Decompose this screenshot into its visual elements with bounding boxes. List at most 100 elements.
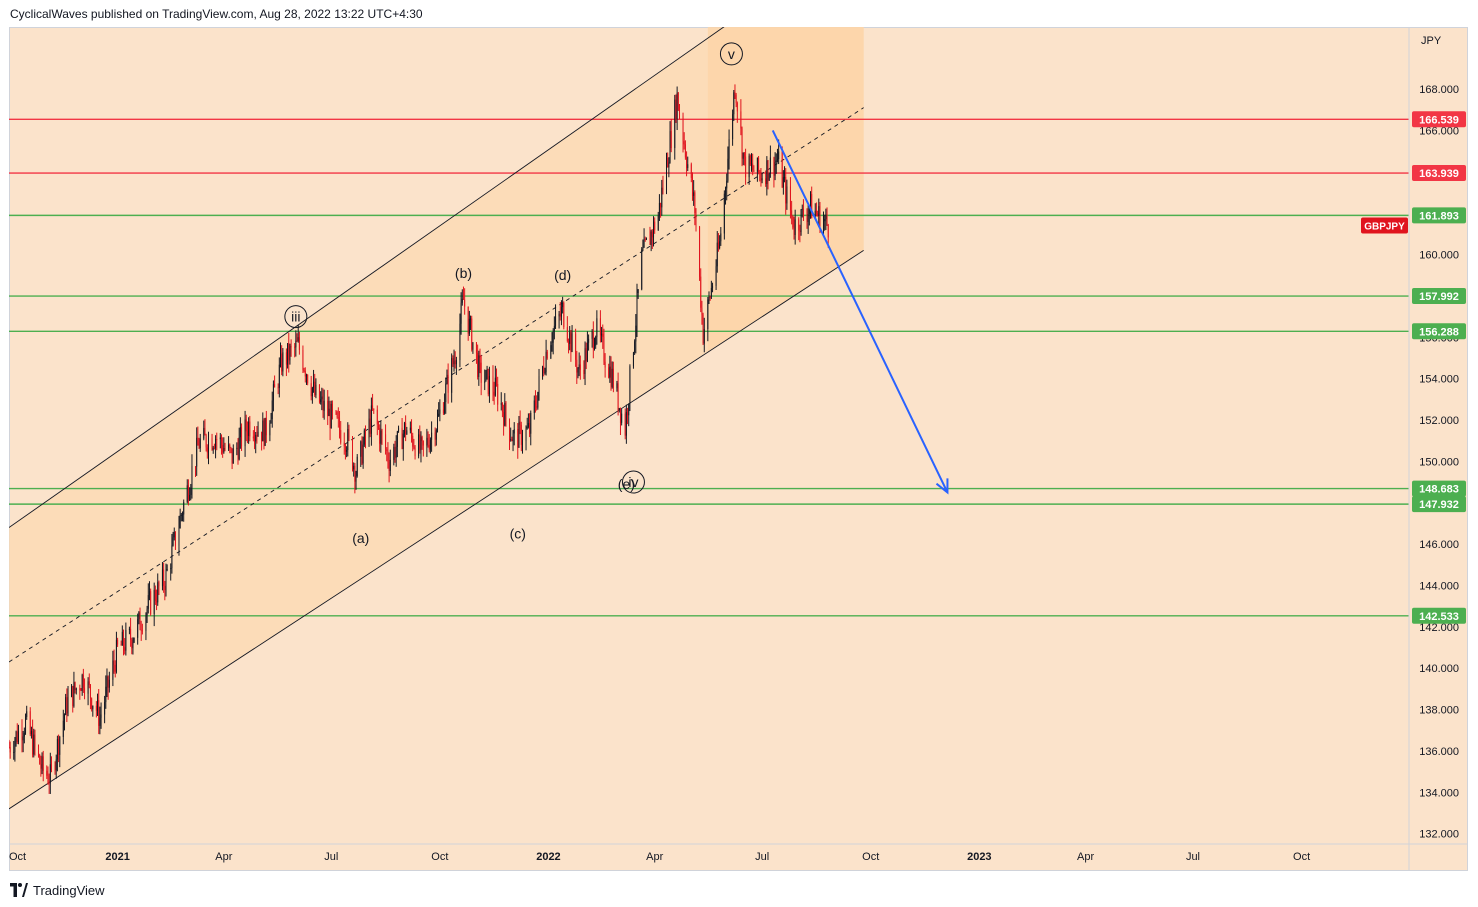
- candle-body: [16, 731, 18, 743]
- candle-body: [288, 343, 290, 361]
- candle-body: [477, 352, 479, 377]
- candle-body: [559, 313, 561, 317]
- candle-body: [186, 485, 188, 503]
- candle-body: [429, 439, 431, 450]
- candle-body: [542, 366, 544, 377]
- candle-body: [199, 438, 201, 449]
- candle-body: [230, 447, 232, 449]
- candle-body: [42, 756, 44, 771]
- candle-body: [810, 194, 812, 209]
- candle-body: [635, 325, 637, 342]
- candle-body: [311, 387, 313, 397]
- candle-body: [759, 171, 761, 174]
- candle-body: [660, 202, 662, 208]
- candle-body: [100, 714, 102, 718]
- candle-body: [48, 783, 50, 785]
- candle-body: [297, 337, 299, 342]
- candle-body: [280, 353, 282, 365]
- candle-body: [344, 446, 346, 452]
- candle-body: [436, 415, 438, 431]
- candle-body: [352, 437, 354, 470]
- candle-body: [80, 690, 82, 692]
- candle-body: [827, 224, 829, 238]
- candle-body: [530, 412, 532, 434]
- candle-body: [398, 427, 400, 432]
- candle-body: [265, 417, 267, 436]
- candle-body: [486, 368, 488, 371]
- candle-body: [553, 325, 555, 331]
- candle-body: [583, 369, 585, 375]
- candle-body: [140, 629, 142, 631]
- candle-body: [786, 186, 788, 204]
- candle-body: [261, 431, 263, 442]
- candle-body: [274, 384, 276, 388]
- candle-body: [107, 676, 109, 688]
- candle-body: [120, 644, 122, 646]
- candle-body: [420, 437, 422, 451]
- price-level-badge: [1412, 323, 1466, 340]
- candle-body: [717, 242, 719, 248]
- candle-body: [174, 531, 176, 546]
- candle-body: [262, 420, 264, 442]
- candle-body: [14, 740, 16, 752]
- candle-body: [315, 384, 317, 396]
- candle-body: [798, 219, 800, 231]
- candle-body: [794, 219, 796, 235]
- candle-body: [426, 437, 428, 446]
- footer-branding: TradingView: [10, 880, 105, 900]
- candle-body: [414, 447, 416, 457]
- candle-body: [734, 92, 736, 95]
- candle-body: [339, 417, 341, 431]
- candle-body: [596, 318, 598, 338]
- candle-body: [21, 730, 23, 741]
- candle-body: [393, 446, 395, 460]
- candle-body: [255, 434, 257, 442]
- candle-body: [687, 164, 689, 169]
- candle-body: [304, 370, 306, 377]
- candle-body: [568, 341, 570, 344]
- publisher-header: CyclicalWaves published on TradingView.c…: [10, 7, 423, 21]
- candle-body: [222, 444, 224, 453]
- candle-body: [521, 440, 523, 445]
- wave-label: (a): [352, 530, 369, 546]
- price-chart[interactable]: iii (a) (b) (c) (d) (e)iv v JPY 132.000 134.000 1…: [9, 27, 1468, 871]
- candle-body: [453, 360, 455, 365]
- y-tick-label: 140.000: [1419, 663, 1459, 675]
- candle-body: [807, 214, 809, 222]
- candle-body: [616, 383, 618, 389]
- candle-body: [232, 448, 234, 464]
- candle-body: [756, 157, 758, 172]
- candle-body: [385, 434, 387, 450]
- candle-body: [56, 739, 58, 760]
- candle-body: [513, 429, 515, 434]
- candle-body: [421, 437, 423, 442]
- candle-body: [716, 242, 718, 267]
- candle-body: [624, 413, 626, 436]
- candle-body: [817, 213, 819, 216]
- candle-body: [588, 338, 590, 343]
- candle-body: [224, 448, 226, 450]
- candle-body: [39, 754, 41, 765]
- candle-body: [555, 316, 557, 326]
- candle-body: [65, 697, 67, 715]
- candle-body: [517, 429, 519, 448]
- candle-body: [451, 358, 453, 393]
- footer-brand-text: TradingView: [33, 882, 105, 898]
- candle-body: [818, 206, 820, 216]
- candle-body: [257, 431, 259, 436]
- candle-body: [526, 426, 528, 429]
- candle-body: [619, 407, 621, 423]
- candle-body: [271, 400, 273, 420]
- candle-body: [356, 456, 358, 476]
- candle-body: [766, 160, 768, 184]
- candle-body: [71, 686, 73, 697]
- candle-body: [699, 227, 701, 277]
- wave-label: (c): [510, 526, 526, 542]
- candle-body: [403, 423, 405, 434]
- candle-body: [743, 152, 745, 157]
- candle-body: [675, 99, 677, 120]
- candle-body: [628, 403, 630, 416]
- candle-body: [33, 734, 35, 755]
- candle-body: [238, 437, 240, 460]
- candle-body: [87, 681, 89, 694]
